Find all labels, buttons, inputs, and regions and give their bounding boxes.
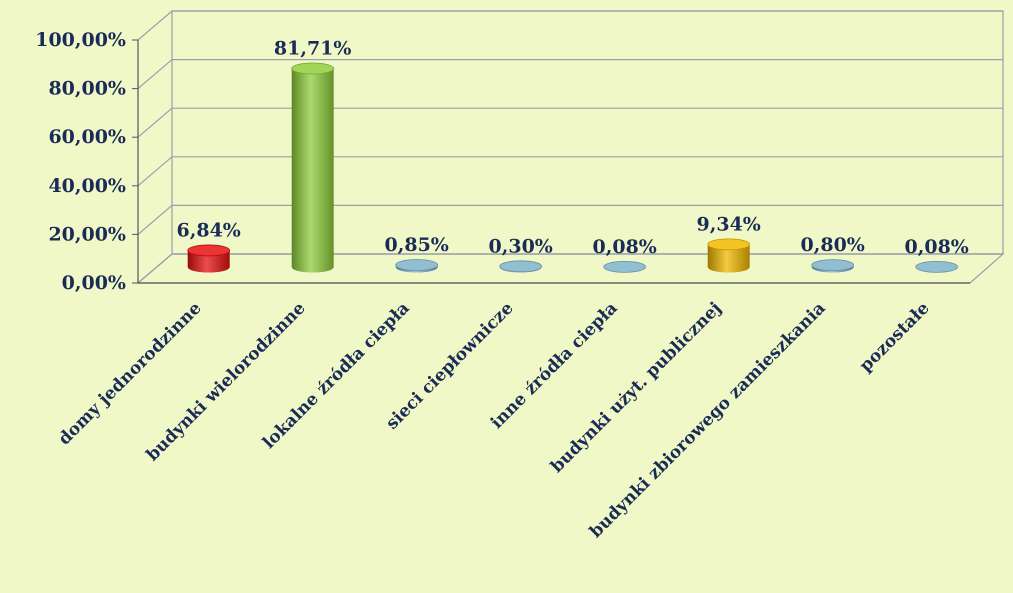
gridline bbox=[137, 10, 1003, 41]
x-tick-label: budynki zbiorowego zamieszkania bbox=[586, 298, 830, 542]
data-label: 0,30% bbox=[489, 235, 553, 257]
data-label: 0,85% bbox=[385, 234, 449, 256]
x-tick-label: pozostałe bbox=[856, 298, 934, 376]
data-labels: 6,84% 81,71% 0,85% 0,30% 0,08% 9,34% 0,80% 0,08… bbox=[177, 37, 969, 257]
data-label: 81,71% bbox=[274, 37, 352, 59]
gridline bbox=[137, 58, 1003, 90]
y-tick-label: 60,00% bbox=[48, 126, 126, 148]
bar bbox=[603, 260, 647, 273]
data-label: 0,80% bbox=[801, 234, 865, 256]
bar-body bbox=[707, 244, 750, 273]
bar-body bbox=[291, 68, 334, 273]
y-tick-label: 20,00% bbox=[48, 223, 126, 245]
y-tick-label: 0,00% bbox=[62, 272, 126, 294]
bar-top bbox=[187, 244, 231, 257]
bar bbox=[707, 238, 751, 273]
data-label: 0,08% bbox=[593, 236, 657, 258]
bar-top bbox=[915, 260, 959, 273]
bars bbox=[187, 62, 959, 273]
bar-top bbox=[707, 238, 751, 251]
gridline bbox=[137, 204, 1003, 235]
bar bbox=[811, 259, 855, 273]
bar-body bbox=[187, 250, 230, 273]
y-axis: 0,00% 20,00% 40,00% 60,00% 80,00% 100,00% bbox=[35, 29, 139, 294]
bar-top bbox=[603, 260, 647, 273]
bar bbox=[395, 259, 439, 273]
gridline bbox=[137, 107, 1003, 138]
floor bbox=[136, 253, 1005, 284]
bar-top bbox=[499, 260, 543, 273]
bar-top bbox=[395, 259, 439, 271]
y-tick-label: 100,00% bbox=[35, 29, 126, 51]
gridline bbox=[137, 253, 1003, 284]
y-tick-label: 80,00% bbox=[48, 78, 126, 100]
bar-top bbox=[811, 259, 855, 272]
grid-layer bbox=[136, 10, 1005, 284]
data-label: 6,84% bbox=[177, 219, 241, 241]
bar-top bbox=[291, 62, 335, 75]
bar bbox=[187, 244, 231, 273]
data-label: 0,08% bbox=[905, 236, 969, 258]
data-label: 9,34% bbox=[697, 213, 761, 235]
y-tick-label: 40,00% bbox=[48, 175, 126, 197]
bar bbox=[291, 62, 335, 273]
gridline bbox=[137, 156, 1003, 187]
bar bbox=[499, 260, 543, 273]
bar bbox=[915, 260, 959, 273]
x-tick-label: budynki użyt. publicznej bbox=[547, 298, 726, 477]
